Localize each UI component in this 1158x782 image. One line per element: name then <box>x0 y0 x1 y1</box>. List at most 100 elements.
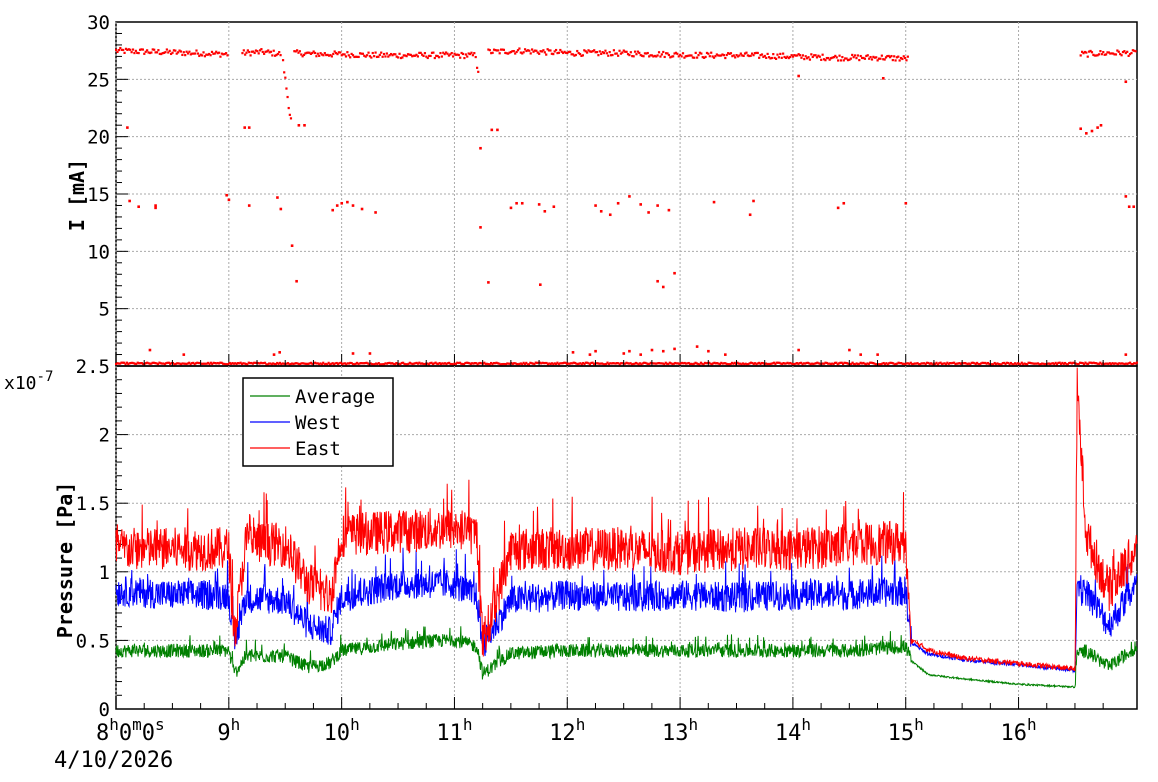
current-point <box>566 51 569 55</box>
current-outlier <box>842 201 846 205</box>
current-point <box>219 55 222 58</box>
current-baseline-point <box>660 362 663 365</box>
current-baseline-point <box>870 361 873 364</box>
current-baseline-point <box>920 362 923 365</box>
current-point <box>801 54 804 57</box>
current-baseline-point <box>189 363 192 366</box>
current-point <box>395 55 398 58</box>
current-point <box>449 53 452 56</box>
current-point <box>245 51 248 54</box>
current-outlier <box>374 211 377 214</box>
current-outlier <box>797 74 800 78</box>
current-baseline-point <box>304 362 307 365</box>
current-baseline-point <box>1068 361 1071 365</box>
current-baseline-point <box>503 362 506 366</box>
current-baseline-point <box>420 362 424 365</box>
current-baseline-point <box>760 361 763 365</box>
current-baseline-point <box>958 362 961 365</box>
current-point <box>773 56 776 60</box>
current-low-point <box>1124 353 1128 356</box>
current-point <box>591 50 594 53</box>
current-baseline-point <box>592 363 596 366</box>
current-baseline-point <box>611 362 615 365</box>
current-baseline-point <box>263 361 267 364</box>
current-point <box>285 87 288 90</box>
current-point <box>554 48 558 52</box>
current-baseline-point <box>869 361 872 364</box>
current-baseline-point <box>748 362 751 365</box>
current-baseline-point <box>144 362 147 365</box>
current-baseline-point <box>707 361 711 364</box>
current-baseline-point <box>345 363 348 366</box>
current-baseline-point <box>384 362 387 365</box>
current-baseline-point <box>860 362 864 365</box>
legend-label: West <box>295 412 341 434</box>
current-baseline-point <box>318 363 321 366</box>
current-point <box>213 52 216 55</box>
current-baseline-point <box>427 363 430 366</box>
current-point <box>664 52 668 55</box>
current-baseline-point <box>393 363 397 366</box>
current-baseline-point <box>690 362 693 365</box>
current-baseline-point <box>542 362 546 365</box>
current-baseline-point <box>205 362 208 365</box>
current-baseline-point <box>733 361 736 364</box>
current-point <box>848 58 851 61</box>
current-baseline-point <box>251 362 254 365</box>
current-baseline-point <box>729 362 732 366</box>
current-baseline-point <box>957 362 960 365</box>
current-baseline-point <box>802 362 805 365</box>
current-baseline-point <box>743 363 746 366</box>
current-baseline-point <box>327 361 330 364</box>
current-baseline-point <box>273 362 276 366</box>
current-baseline-point <box>990 363 994 366</box>
current-point <box>460 51 463 55</box>
current-baseline-point <box>905 362 908 365</box>
current-baseline-point <box>951 361 954 365</box>
current-baseline-point <box>632 362 635 366</box>
current-point <box>904 56 907 60</box>
current-point <box>825 56 828 60</box>
current-baseline-point <box>940 362 944 366</box>
current-point <box>674 51 678 54</box>
xtick-label-sec: 0 <box>142 721 155 746</box>
current-baseline-point <box>289 362 292 366</box>
current-baseline-point <box>1039 362 1042 366</box>
current-baseline-point <box>572 361 575 364</box>
current-point <box>631 55 634 58</box>
current-baseline-point <box>269 362 272 365</box>
current-baseline-point <box>138 362 141 365</box>
current-baseline-point <box>300 362 303 365</box>
current-baseline-point <box>833 361 837 364</box>
current-point <box>846 59 850 62</box>
current-point <box>652 55 655 58</box>
current-point <box>845 57 848 60</box>
current-point <box>569 50 572 53</box>
current-baseline-point <box>132 362 135 365</box>
current-baseline-point <box>458 361 462 364</box>
current-baseline-point <box>339 361 342 364</box>
xtick-label-sup: h <box>231 715 241 734</box>
current-point <box>133 51 136 55</box>
current-baseline-point <box>804 362 807 365</box>
current-outlier <box>647 211 650 214</box>
current-point <box>1083 50 1087 54</box>
current-point <box>516 49 520 52</box>
current-point <box>320 53 324 56</box>
current-baseline-point <box>403 362 406 366</box>
current-point <box>188 50 191 53</box>
current-outlier <box>490 128 494 132</box>
current-baseline-point <box>997 362 1000 366</box>
current-baseline-point <box>603 363 606 366</box>
current-baseline-point <box>192 361 195 365</box>
current-point <box>468 52 472 56</box>
current-point <box>890 54 893 58</box>
current-baseline-point <box>817 362 820 365</box>
current-baseline-point <box>974 362 977 366</box>
current-point <box>906 55 909 58</box>
current-baseline-point <box>450 362 453 366</box>
current-baseline-point <box>844 361 847 365</box>
current-baseline-point <box>351 363 355 366</box>
xtick-label: 13h <box>662 715 698 746</box>
current-baseline-point <box>500 363 504 366</box>
